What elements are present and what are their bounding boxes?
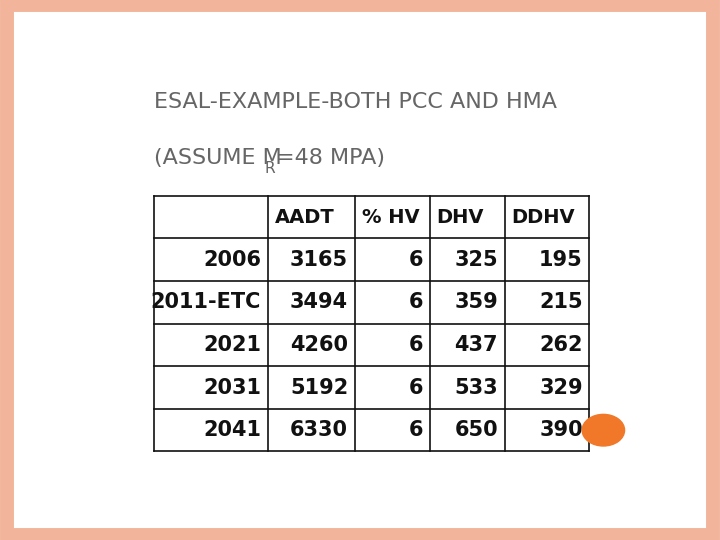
Text: 5192: 5192 [290,377,348,397]
Text: 6: 6 [409,292,423,312]
Text: 325: 325 [454,249,498,269]
Text: 6: 6 [409,249,423,269]
Text: 3494: 3494 [290,292,348,312]
Text: 2011-ETC: 2011-ETC [150,292,261,312]
Text: 533: 533 [454,377,498,397]
Text: 4260: 4260 [290,335,348,355]
Text: 6: 6 [409,335,423,355]
Text: 6: 6 [409,377,423,397]
Text: 195: 195 [539,249,582,269]
Text: 2021: 2021 [203,335,261,355]
Circle shape [582,414,624,446]
Text: 215: 215 [539,292,582,312]
Text: AADT: AADT [274,207,334,227]
Text: R: R [265,161,275,176]
Text: % HV: % HV [361,207,419,227]
Text: ESAL-EXAMPLE-BOTH PCC AND HMA: ESAL-EXAMPLE-BOTH PCC AND HMA [154,92,557,112]
Text: DDHV: DDHV [511,207,575,227]
Text: 650: 650 [454,420,498,440]
Text: 2041: 2041 [203,420,261,440]
Text: 2031: 2031 [203,377,261,397]
Text: 437: 437 [454,335,498,355]
Text: 359: 359 [454,292,498,312]
Text: 3165: 3165 [290,249,348,269]
Text: DHV: DHV [436,207,484,227]
Text: 390: 390 [539,420,582,440]
Text: 6330: 6330 [290,420,348,440]
Text: =48 MPA): =48 MPA) [276,148,384,168]
Text: 2006: 2006 [203,249,261,269]
Text: 6: 6 [409,420,423,440]
Text: 329: 329 [539,377,582,397]
Text: 262: 262 [539,335,582,355]
Text: (ASSUME M: (ASSUME M [154,148,282,168]
